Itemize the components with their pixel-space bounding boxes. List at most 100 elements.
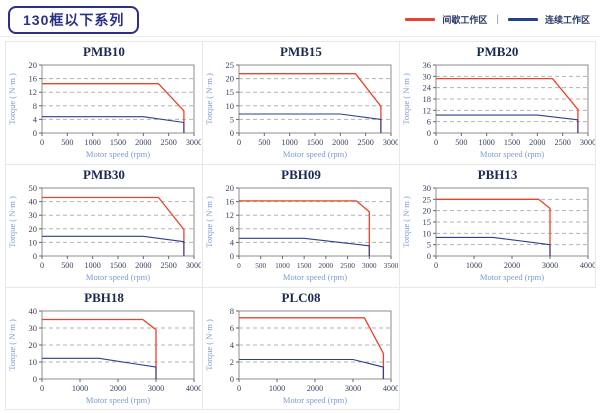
y-axis-label: Torque ( N·m ) [401, 73, 411, 125]
plot-layers: 0 5 10 15 20 25 0 500 1000 1500 2000 2500 3000 [226, 60, 399, 147]
svg-text:1500: 1500 [110, 261, 126, 270]
chart-title: PBH09 [281, 167, 321, 182]
legend-separator: | [496, 14, 499, 25]
plot-layers: 0 2 4 6 8 0 1000 2000 3000 4000 [230, 306, 398, 393]
svg-text:1500: 1500 [297, 261, 312, 270]
chart-title: PMB30 [83, 167, 125, 182]
chart-cell-pbh09: PBH09 0 4 8 12 16 20 0 500 1000 1500 2000 2500 3000 3… [202, 164, 399, 287]
legend: 间歇工作区 | 连续工作区 [405, 13, 590, 26]
svg-text:500: 500 [255, 261, 266, 270]
chart-cell-pbh13: PBH13 0 5 10 15 20 25 30 0 1000 2000 3000 4000 Moto… [399, 164, 596, 287]
svg-text:3000: 3000 [580, 138, 595, 147]
chart-plot: 0 5 10 15 20 25 0 500 1000 1500 2000 2500 3000 Motor… [204, 60, 399, 159]
svg-text:2500: 2500 [554, 138, 570, 147]
chart-title: PMB15 [280, 44, 322, 59]
svg-text:8: 8 [230, 306, 234, 316]
svg-text:2000: 2000 [332, 138, 348, 147]
svg-text:4: 4 [230, 340, 235, 350]
svg-text:0: 0 [40, 138, 44, 147]
svg-text:2000: 2000 [504, 261, 520, 270]
chart-cell-pbh18: PBH18 0 10 20 30 40 0 1000 2000 3000 4000 Motor s… [5, 287, 202, 410]
charts-grid: PMB10 0 4 8 12 16 20 0 500 1000 1500 2000 2500 3000 … [5, 41, 600, 410]
svg-text:16: 16 [29, 74, 38, 84]
svg-text:2500: 2500 [340, 261, 355, 270]
intermittent-line-swatch [405, 18, 436, 21]
y-axis-label: Torque ( N·m ) [204, 196, 214, 248]
chart-title: PBH13 [477, 167, 518, 182]
svg-text:5: 5 [427, 240, 431, 250]
svg-text:10: 10 [423, 228, 432, 238]
svg-text:25: 25 [226, 60, 235, 70]
svg-text:12: 12 [226, 210, 235, 220]
svg-text:0: 0 [427, 128, 431, 138]
svg-text:10: 10 [29, 237, 38, 247]
x-axis-label: Motor speed (rpm) [480, 272, 544, 282]
plot-layers: 0 4 8 12 16 20 0 500 1000 1500 2000 2500 3000 [29, 60, 202, 147]
svg-text:0: 0 [40, 384, 44, 393]
svg-text:10: 10 [29, 357, 38, 367]
svg-text:0: 0 [434, 138, 438, 147]
chart-title: PMB10 [83, 44, 125, 59]
plot-layers: 0 10 20 30 40 0 1000 2000 3000 4000 [29, 306, 202, 393]
svg-text:2000: 2000 [319, 261, 334, 270]
svg-text:0: 0 [230, 374, 234, 384]
svg-text:2000: 2000 [529, 138, 545, 147]
svg-text:6: 6 [427, 117, 431, 127]
empty-cell [399, 287, 596, 410]
x-axis-label: Motor speed (rpm) [86, 149, 150, 159]
svg-text:2: 2 [230, 357, 234, 367]
svg-text:0: 0 [427, 251, 431, 261]
svg-text:2000: 2000 [307, 384, 323, 393]
svg-text:20: 20 [29, 60, 38, 70]
y-axis-label: Torque ( N·m ) [7, 73, 17, 125]
svg-text:2500: 2500 [357, 138, 373, 147]
chart-plot: 0 2 4 6 8 0 1000 2000 3000 4000 Motor speed (rpm)… [204, 306, 398, 405]
chart-cell-pmb15: PMB15 0 5 10 15 20 25 0 500 1000 1500 2000 2500 3000… [202, 41, 399, 164]
svg-text:2500: 2500 [160, 261, 176, 270]
svg-text:20: 20 [423, 206, 432, 216]
svg-text:20: 20 [29, 224, 38, 234]
svg-text:15: 15 [226, 87, 235, 97]
svg-text:20: 20 [226, 74, 235, 84]
continuous-line-swatch [507, 18, 538, 21]
x-axis-label: Motor speed (rpm) [283, 395, 347, 405]
svg-text:1000: 1000 [269, 384, 285, 393]
svg-text:1000: 1000 [466, 261, 482, 270]
svg-text:4: 4 [33, 114, 38, 124]
svg-text:30: 30 [29, 210, 38, 220]
svg-text:12: 12 [423, 105, 432, 115]
svg-text:4000: 4000 [580, 261, 595, 270]
svg-text:18: 18 [423, 94, 432, 104]
y-axis-label: Torque ( N·m ) [204, 73, 214, 125]
svg-text:1500: 1500 [307, 138, 323, 147]
x-axis-label: Motor speed (rpm) [283, 149, 347, 159]
svg-text:1000: 1000 [72, 384, 88, 393]
svg-text:4: 4 [230, 237, 235, 247]
svg-text:2000: 2000 [135, 261, 151, 270]
svg-text:0: 0 [237, 261, 241, 270]
svg-text:3000: 3000 [345, 384, 361, 393]
y-axis-label: Torque ( N·m ) [401, 196, 411, 248]
svg-text:3000: 3000 [148, 384, 164, 393]
chart-title: PMB20 [476, 44, 519, 59]
svg-text:1000: 1000 [478, 138, 494, 147]
page-title: 130框以下系列 [8, 5, 140, 34]
svg-text:24: 24 [423, 83, 432, 93]
chart-title: PBH18 [84, 290, 124, 305]
svg-text:40: 40 [29, 306, 38, 316]
svg-text:1500: 1500 [110, 138, 126, 147]
svg-text:2000: 2000 [110, 384, 126, 393]
svg-text:3000: 3000 [186, 138, 201, 147]
svg-text:3000: 3000 [383, 138, 398, 147]
svg-text:5: 5 [230, 114, 234, 124]
svg-text:16: 16 [226, 197, 235, 207]
x-axis-label: Motor speed (rpm) [86, 272, 150, 282]
svg-text:4000: 4000 [186, 384, 201, 393]
svg-text:36: 36 [423, 60, 432, 70]
svg-text:30: 30 [423, 71, 432, 81]
svg-text:0: 0 [237, 384, 241, 393]
